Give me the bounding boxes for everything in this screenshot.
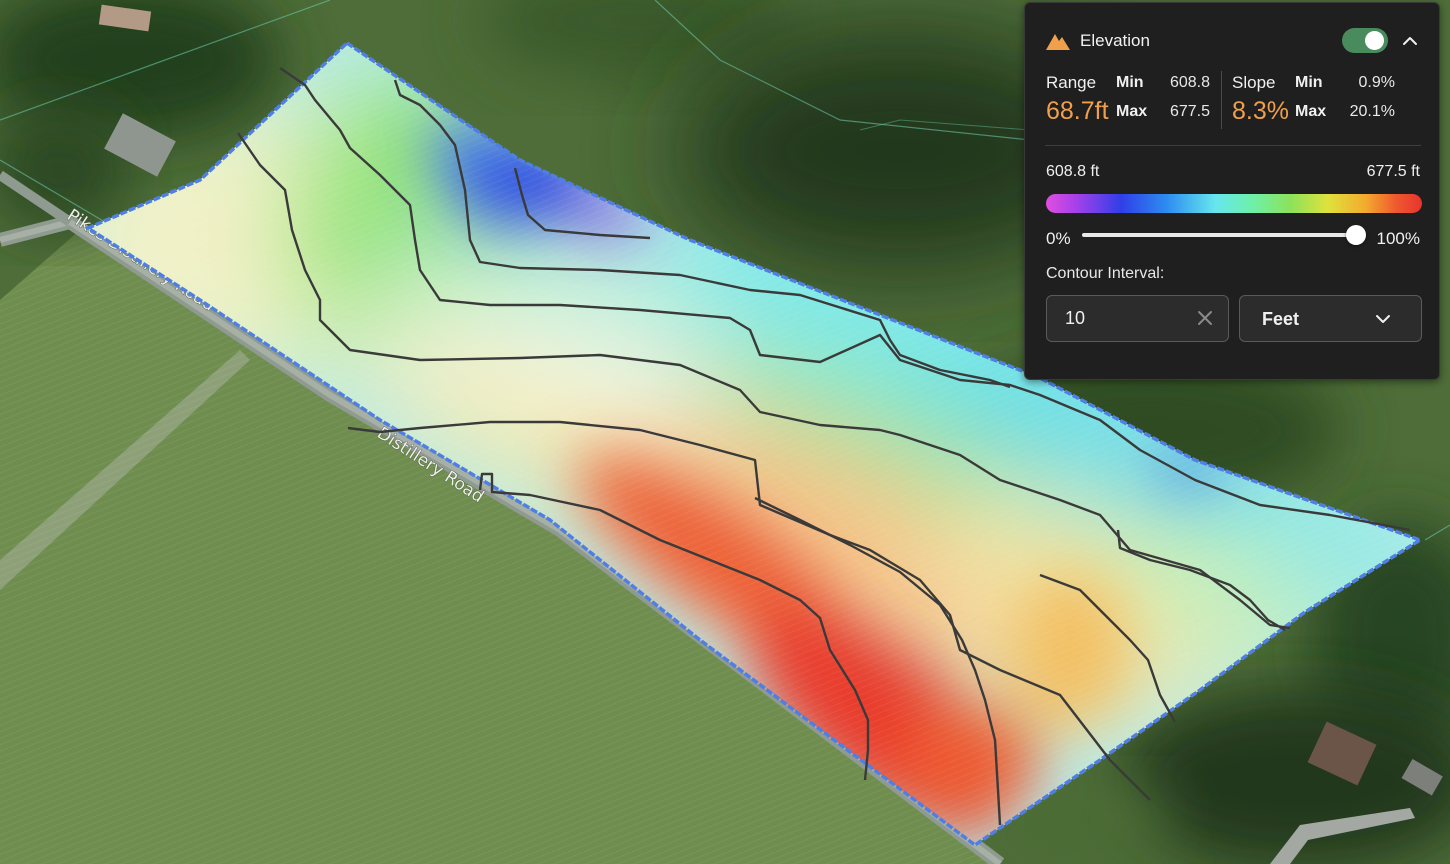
opacity-slider-handle[interactable] bbox=[1346, 225, 1366, 245]
opacity-max-label: 100% bbox=[1376, 229, 1420, 248]
opacity-min-label: 0% bbox=[1046, 229, 1071, 248]
slope-label: Slope bbox=[1232, 73, 1276, 92]
range-max-label: Max bbox=[1116, 103, 1148, 120]
layer-visibility-toggle[interactable] bbox=[1342, 28, 1388, 53]
legend-min-label: 608.8 ft bbox=[1046, 163, 1100, 180]
toggle-knob bbox=[1365, 31, 1384, 50]
slope-min-label: Min bbox=[1295, 74, 1323, 91]
contour-interval-input[interactable] bbox=[1065, 306, 1185, 330]
range-label: Range bbox=[1046, 73, 1097, 92]
stats-divider bbox=[1221, 71, 1222, 129]
mountain-icon bbox=[1046, 34, 1070, 50]
slope-value: 8.3% bbox=[1232, 97, 1289, 125]
field-boundary[interactable] bbox=[84, 40, 1424, 848]
contour-line bbox=[513, 167, 651, 240]
contour-line bbox=[237, 132, 1291, 630]
contour-line bbox=[347, 420, 1151, 801]
contour-line bbox=[754, 496, 1002, 826]
contour-interval-field[interactable] bbox=[1046, 295, 1229, 342]
section-divider bbox=[1045, 145, 1421, 146]
contour-line bbox=[279, 67, 1411, 532]
range-min-value: 608.8 bbox=[1169, 74, 1210, 91]
chevron-up-icon[interactable] bbox=[1398, 30, 1422, 52]
contour-line bbox=[1039, 573, 1177, 723]
range-min-label: Min bbox=[1116, 74, 1144, 91]
slope-max-label: Max bbox=[1295, 103, 1327, 120]
contour-line bbox=[393, 79, 1011, 389]
slope-max-value: 20.1% bbox=[1349, 103, 1395, 120]
legend-max-label: 677.5 ft bbox=[1366, 163, 1420, 180]
elevation-color-scale bbox=[1046, 194, 1422, 213]
slope-min-value: 0.9% bbox=[1358, 74, 1395, 91]
contour-lines bbox=[237, 67, 1411, 826]
panel-header: Elevation bbox=[1025, 3, 1439, 75]
chevron-down-icon bbox=[1376, 315, 1390, 323]
elevation-panel: Elevation Range 68.7ft Min Max 608.8 677… bbox=[1024, 2, 1440, 380]
range-value: 68.7ft bbox=[1046, 97, 1109, 125]
contour-interval-label: Contour Interval: bbox=[1046, 265, 1165, 282]
contour-line bbox=[478, 472, 870, 781]
opacity-slider-track[interactable] bbox=[1082, 233, 1356, 237]
contour-unit-value: Feet bbox=[1262, 309, 1300, 329]
close-icon[interactable] bbox=[1196, 309, 1214, 327]
panel-title: Elevation bbox=[1080, 31, 1150, 50]
contour-line bbox=[1116, 529, 1286, 632]
range-max-value: 677.5 bbox=[1169, 103, 1210, 120]
contour-unit-select[interactable]: Feet bbox=[1239, 295, 1422, 342]
